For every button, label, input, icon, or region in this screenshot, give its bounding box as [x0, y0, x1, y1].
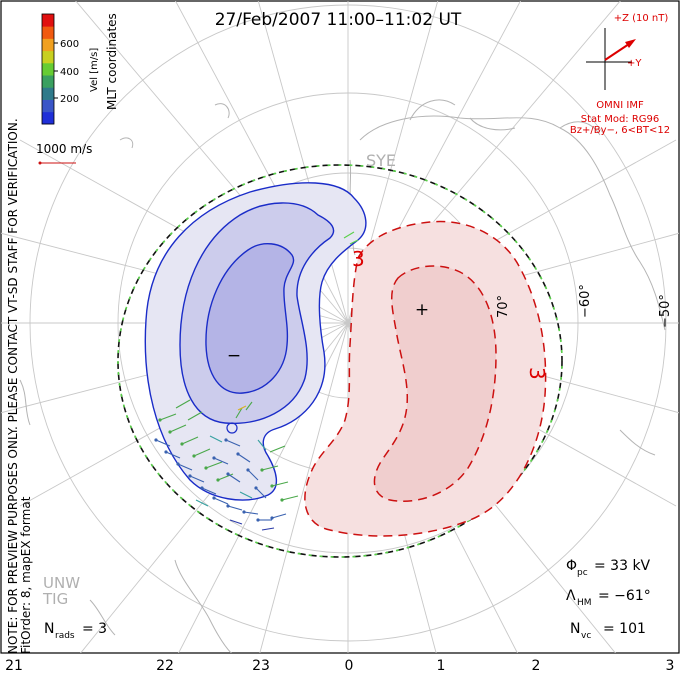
phi-symbol: Φ: [566, 558, 577, 574]
imf-source: OMNI IMF: [596, 100, 644, 111]
negative-convection-cell: [144, 182, 367, 501]
colorbar-cell: [42, 99, 54, 113]
mlt-coordinates-label: MLT coordinates: [105, 13, 119, 110]
positive-convection-cell: [304, 220, 547, 537]
lambda-symbol: Λ: [566, 588, 576, 604]
mlt-tick-21: 21: [5, 658, 23, 674]
reference-vector-label: 1000 m/s: [36, 142, 92, 156]
phi-subscript: pc: [577, 568, 588, 578]
colorbar-tick-200: 200: [60, 94, 79, 105]
colorbar-cell: [42, 14, 54, 27]
mlt-tick-1: 1: [437, 658, 446, 674]
imf-conditions: Bz+/By−, 6<BT<12: [570, 125, 670, 136]
imf-bz-label: +Z (10 nT): [614, 13, 669, 24]
lambda-subscript: HM: [577, 598, 592, 608]
colorbar-cell: [42, 38, 54, 52]
nvc-symbol: N: [570, 621, 580, 637]
colorbar-tick-600: 600: [60, 39, 79, 50]
vector-count: N vc = 101: [570, 621, 646, 641]
radar-count: N rads = 3: [44, 621, 107, 641]
reference-vector: 1000 m/s: [36, 142, 92, 165]
nvc-value: = 101: [603, 621, 646, 637]
nvc-subscript: vc: [581, 631, 591, 641]
colorbar-cell: [42, 75, 54, 88]
velocity-vectors: [154, 231, 359, 531]
negative-cell-center: −: [227, 346, 241, 366]
mlt-tick-0: 0: [345, 658, 354, 674]
site-label-sye: SYE: [366, 151, 396, 170]
fit-order-label: FitOrder: 8, mapEX format: [19, 496, 33, 654]
site-label-tig: TIG: [42, 590, 68, 608]
stat-model: Stat Mod: RG96: [581, 114, 660, 125]
positive-contour-label-outer: 3: [525, 367, 549, 380]
nrads-symbol: N: [44, 621, 54, 637]
imf-by-label: +Y: [627, 58, 642, 69]
coastlines: [19, 99, 666, 653]
colorbar-cell: [42, 111, 54, 125]
site-label-unw: UNW: [43, 574, 80, 592]
colorbar-title: Vel [m/s]: [89, 48, 100, 92]
lat-label-50: −50°: [658, 294, 673, 328]
lambda-value: = −61°: [598, 588, 651, 604]
mlt-tick-2: 2: [532, 658, 541, 674]
positive-cell-center: +: [415, 300, 429, 320]
imf-clock: +Z (10 nT) +Y OMNI IMF Stat Mod: RG96 Bz…: [570, 13, 670, 136]
lat-label-60: −60°: [578, 284, 593, 318]
colorbar-cell: [42, 87, 54, 100]
mlt-tick-22: 22: [156, 658, 174, 674]
preview-watermark: NOTE: FOR PREVIEW PURPOSES ONLY. PLEASE …: [6, 118, 20, 654]
colorbar-cell: [42, 26, 54, 39]
nrads-subscript: rads: [55, 631, 75, 641]
hm-boundary-markers: [117, 164, 563, 558]
mlt-tick-23: 23: [252, 658, 270, 674]
velocity-colorbar: 600 400 200 Vel [m/s]: [41, 13, 100, 125]
colorbar-cell: [42, 62, 54, 76]
nrads-value: = 3: [82, 621, 107, 637]
mlt-tick-3: 3: [666, 658, 675, 674]
lat-label-70: 70°: [496, 295, 511, 318]
positive-contour-label: 3: [352, 247, 365, 271]
colorbar-cell: [42, 50, 54, 64]
map-title: 27/Feb/2007 11:00–11:02 UT: [215, 10, 462, 30]
phi-value: = 33 kV: [594, 558, 651, 574]
mlt-axis: 21 22 23 0 1 2 3: [5, 658, 674, 674]
cross-polar-cap-potential: Φ pc = 33 kV: [566, 558, 651, 578]
colorbar-tick-400: 400: [60, 67, 79, 78]
hm-latitude: Λ HM = −61°: [566, 588, 651, 608]
